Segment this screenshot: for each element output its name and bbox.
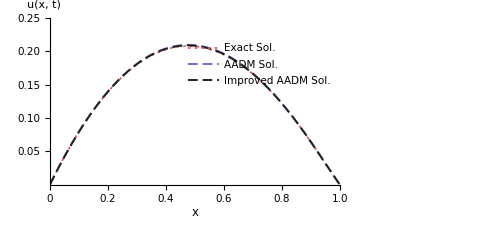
Improved AADM Sol. xyxy=(337,183,343,186)
Line: AADM Sol.: AADM Sol. xyxy=(50,45,340,184)
Exact Sol. xyxy=(47,183,53,186)
Improved AADM Sol. xyxy=(187,44,193,47)
Legend: Exact Sol., AADM Sol., Improved AADM Sol.: Exact Sol., AADM Sol., Improved AADM Sol… xyxy=(184,39,335,90)
AADM Sol. xyxy=(184,43,190,46)
Improved AADM Sol. xyxy=(204,47,210,49)
Improved AADM Sol. xyxy=(220,52,226,55)
Improved AADM Sol. xyxy=(184,44,190,47)
Improved AADM Sol. xyxy=(47,183,53,186)
X-axis label: x: x xyxy=(192,206,198,219)
AADM Sol. xyxy=(187,44,193,46)
Improved AADM Sol. xyxy=(286,110,292,113)
Exact Sol. xyxy=(220,53,226,56)
Text: u(x, t): u(x, t) xyxy=(27,0,60,10)
AADM Sol. xyxy=(204,46,210,49)
Exact Sol. xyxy=(330,174,336,177)
Improved AADM Sol. xyxy=(186,44,192,47)
Exact Sol. xyxy=(186,45,192,47)
Exact Sol. xyxy=(286,110,292,113)
Line: Exact Sol.: Exact Sol. xyxy=(50,46,340,184)
AADM Sol. xyxy=(186,43,192,46)
Exact Sol. xyxy=(337,183,343,186)
Exact Sol. xyxy=(184,45,190,47)
Line: Improved AADM Sol.: Improved AADM Sol. xyxy=(50,45,340,184)
Improved AADM Sol. xyxy=(330,174,336,177)
Exact Sol. xyxy=(204,47,210,50)
Exact Sol. xyxy=(187,45,193,47)
AADM Sol. xyxy=(330,174,336,177)
AADM Sol. xyxy=(47,183,53,186)
AADM Sol. xyxy=(337,183,343,186)
AADM Sol. xyxy=(286,110,292,112)
AADM Sol. xyxy=(220,52,226,55)
